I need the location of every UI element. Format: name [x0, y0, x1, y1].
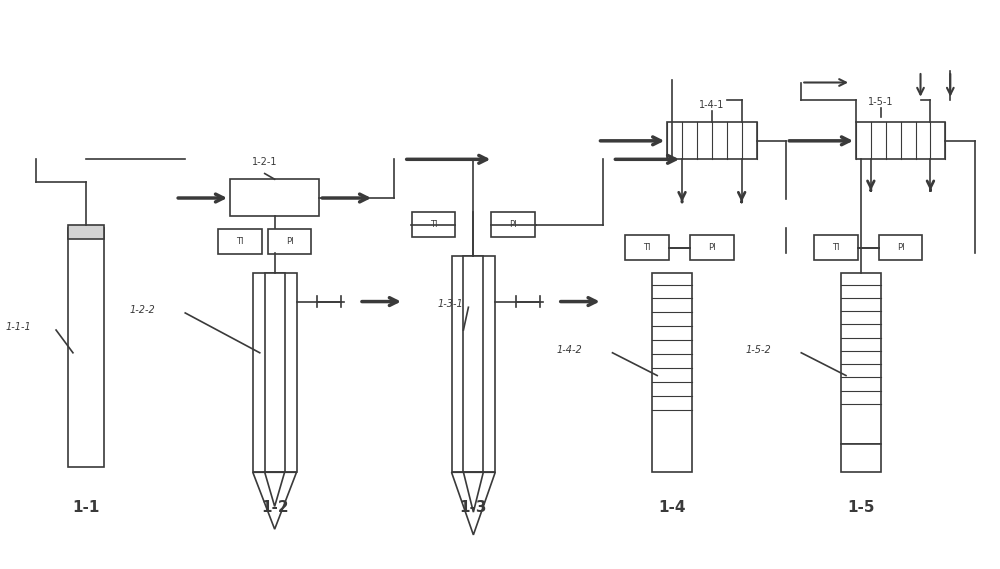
Bar: [652, 273, 692, 472]
Polygon shape: [253, 472, 297, 529]
Text: 1-1: 1-1: [72, 500, 100, 515]
Bar: [253, 273, 297, 472]
Bar: [841, 444, 881, 472]
Bar: [690, 235, 734, 260]
Polygon shape: [452, 472, 495, 535]
Text: 1-2: 1-2: [261, 500, 288, 515]
Text: 1-1-1: 1-1-1: [5, 322, 31, 332]
Text: TI: TI: [236, 237, 244, 246]
Text: 1-4-2: 1-4-2: [557, 345, 583, 355]
Polygon shape: [463, 472, 483, 512]
Text: PI: PI: [286, 237, 293, 246]
Bar: [68, 225, 104, 239]
Text: 1-4: 1-4: [658, 500, 686, 515]
Text: 1-5: 1-5: [847, 500, 875, 515]
Bar: [491, 212, 535, 237]
Bar: [667, 122, 757, 159]
Text: 1-2-1: 1-2-1: [252, 157, 277, 167]
Bar: [841, 273, 881, 444]
Text: 1-3-1: 1-3-1: [438, 299, 463, 310]
Bar: [814, 235, 858, 260]
Text: TI: TI: [832, 243, 840, 252]
Text: PI: PI: [509, 220, 517, 229]
Bar: [265, 273, 285, 472]
Bar: [230, 179, 319, 216]
Text: TI: TI: [644, 243, 651, 252]
Polygon shape: [265, 472, 285, 506]
Text: PI: PI: [897, 243, 904, 252]
Text: 1-5-1: 1-5-1: [868, 97, 894, 108]
Text: 1-2-2: 1-2-2: [130, 305, 155, 315]
Bar: [856, 122, 945, 159]
Bar: [218, 229, 262, 254]
Bar: [68, 228, 104, 467]
Bar: [452, 256, 495, 472]
Bar: [879, 235, 922, 260]
Text: 1-5-2: 1-5-2: [746, 345, 771, 355]
Bar: [625, 235, 669, 260]
Bar: [268, 229, 311, 254]
Text: 1-4-1: 1-4-1: [699, 100, 725, 110]
Bar: [463, 256, 483, 472]
Text: 1-3: 1-3: [460, 500, 487, 515]
Text: PI: PI: [708, 243, 716, 252]
Bar: [412, 212, 455, 237]
Text: TI: TI: [430, 220, 437, 229]
